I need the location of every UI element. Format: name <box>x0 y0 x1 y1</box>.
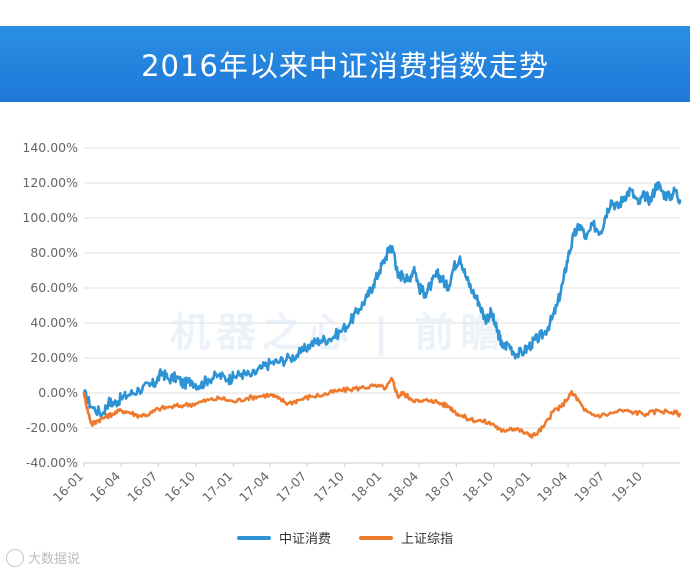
legend-swatch-series-2 <box>359 535 393 540</box>
x-tick-label: 16-04 <box>87 468 123 504</box>
legend-item-series-2: 上证综指 <box>359 528 453 547</box>
y-tick-label: 120.00% <box>22 175 78 190</box>
x-tick-label: 18-07 <box>422 469 458 505</box>
x-tick-label: 17-07 <box>273 469 309 505</box>
x-tick-label: 18-10 <box>460 468 496 504</box>
series-line-1 <box>82 181 682 419</box>
legend: 中证消费 上证综指 <box>0 528 690 547</box>
x-tick-label: 18-04 <box>385 468 421 504</box>
x-tick-label: 17-01 <box>199 469 235 505</box>
source-credit: 大数据说 <box>6 548 80 567</box>
x-tick-label: 18-01 <box>348 469 384 505</box>
series-line-2 <box>82 376 682 439</box>
y-tick-label: 60.00% <box>30 280 78 295</box>
y-tick-label: 40.00% <box>30 315 78 330</box>
legend-swatch-series-1 <box>236 535 271 540</box>
title-banner: 2016年以来中证消费指数走势 <box>0 26 690 102</box>
y-tick-label: 20.00% <box>30 350 78 365</box>
y-tick-label: 0.00% <box>38 385 78 400</box>
y-tick-label: 140.00% <box>22 140 78 155</box>
x-tick-label: 16-07 <box>124 469 160 505</box>
weibo-logo-icon <box>6 548 24 567</box>
x-tick-label: 17-10 <box>311 468 347 504</box>
x-tick-label: 19-07 <box>571 469 607 505</box>
y-tick-label: 100.00% <box>22 210 78 225</box>
legend-item-series-1: 中证消费 <box>236 528 331 547</box>
x-tick-label: 16-01 <box>50 469 86 505</box>
legend-label-series-1: 中证消费 <box>278 532 331 547</box>
y-tick-label: 80.00% <box>30 245 78 260</box>
x-tick-label: 17-04 <box>236 468 272 504</box>
x-tick-label: 19-01 <box>497 469 533 505</box>
source-text: 大数据说 <box>28 552 81 567</box>
x-tick-label: 16-10 <box>162 468 198 504</box>
x-tick-label: 19-04 <box>534 468 570 504</box>
line-chart: 140.00% 120.00% 100.00% 80.00% 60.00% 40.00% 2… <box>22 140 682 505</box>
x-tick-label: 19-10 <box>609 468 645 504</box>
y-tick-label: -20.00% <box>26 420 78 435</box>
legend-label-series-2: 上证综指 <box>401 532 454 547</box>
chart-title: 2016年以来中证消费指数走势 <box>141 49 549 83</box>
chart-area: 140.00% 120.00% 100.00% 80.00% 60.00% 40.00% 2… <box>0 110 690 573</box>
y-tick-label: -40.00% <box>26 455 78 470</box>
